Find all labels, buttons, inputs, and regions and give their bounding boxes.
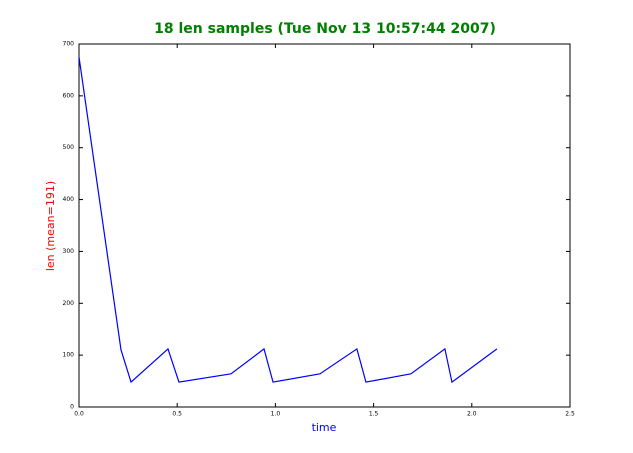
y-tick-label: 400	[63, 196, 75, 203]
x-axis-label: time	[312, 421, 337, 434]
data-line	[78, 56, 498, 384]
y-tick-label: 500	[63, 144, 75, 151]
x-tick-label: 2.0	[467, 411, 477, 418]
y-tick-label: 0	[70, 404, 74, 411]
x-tick-label: 1.5	[369, 411, 379, 418]
x-tick-label: 1.0	[271, 411, 281, 418]
y-tick-label: 100	[63, 352, 75, 359]
y-tick-label: 700	[63, 41, 75, 48]
y-axis-label: len (mean=191)	[44, 181, 57, 271]
x-tick-label: 2.5	[565, 411, 575, 418]
x-tick-label: 0.0	[74, 411, 84, 418]
chart-title: 18 len samples (Tue Nov 13 10:57:44 2007…	[154, 21, 496, 37]
y-tick-label: 600	[63, 92, 75, 99]
x-tick-label: 0.5	[172, 411, 182, 418]
y-tick-label: 300	[63, 248, 75, 255]
plot-frame	[78, 43, 571, 408]
y-tick-label: 200	[63, 300, 75, 307]
